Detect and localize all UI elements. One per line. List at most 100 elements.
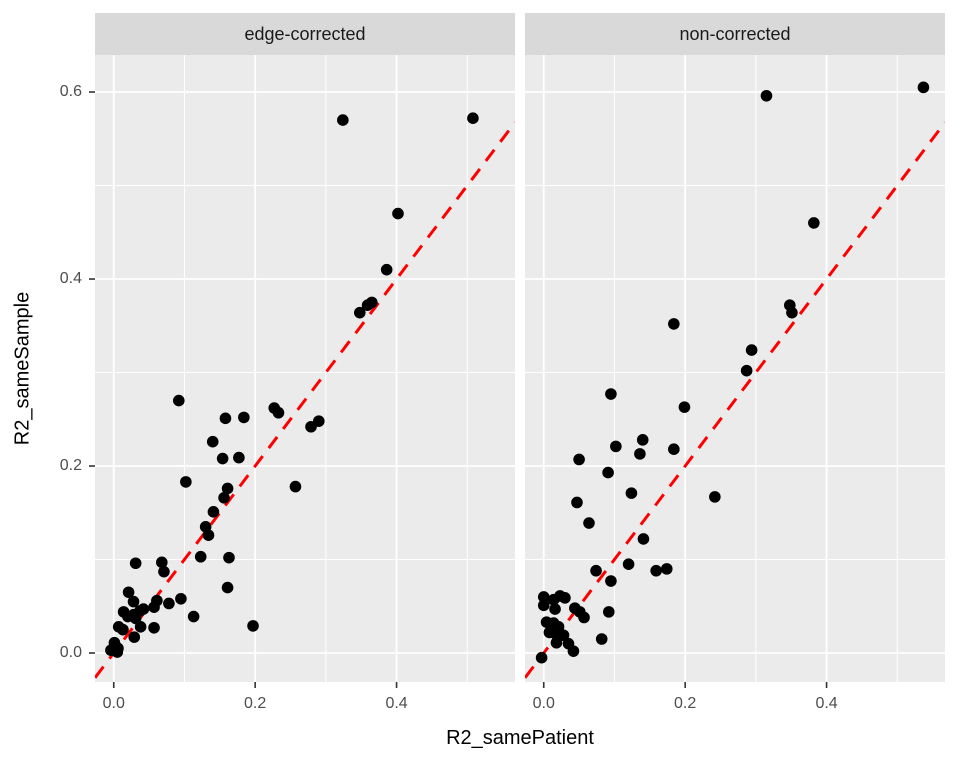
data-point xyxy=(610,440,622,453)
data-point xyxy=(605,575,617,587)
data-point xyxy=(380,263,393,276)
data-point xyxy=(163,597,175,610)
data-point xyxy=(202,529,215,542)
x-tick-label: 0.0 xyxy=(102,695,125,712)
data-point xyxy=(786,306,798,319)
data-point xyxy=(312,415,325,427)
x-tick-label: 0.4 xyxy=(815,695,838,712)
x-tick-label: 0.2 xyxy=(244,695,267,712)
data-point xyxy=(180,476,192,488)
major-gridlines xyxy=(95,55,515,682)
y-tick-label: 0.0 xyxy=(59,644,82,661)
data-point xyxy=(127,595,140,608)
data-point xyxy=(625,487,638,499)
x-axis-title: R2_samePatient xyxy=(446,727,594,749)
x-axis-ticks xyxy=(542,682,828,688)
data-point xyxy=(467,112,479,125)
data-point xyxy=(678,401,691,413)
data-point xyxy=(571,496,583,509)
data-point xyxy=(668,318,680,330)
data-point xyxy=(158,565,170,578)
facet-strip-label: non-corrected xyxy=(679,23,791,44)
data-point xyxy=(740,364,753,377)
scatter-panel-edge-corrected xyxy=(95,55,515,688)
data-point xyxy=(550,636,563,649)
data-point xyxy=(622,558,635,570)
data-point xyxy=(134,621,147,633)
data-point xyxy=(218,492,230,504)
panel-background xyxy=(525,55,945,682)
data-point xyxy=(151,594,163,607)
data-point xyxy=(605,388,617,400)
data-point xyxy=(194,550,207,563)
major-gridlines xyxy=(525,55,945,682)
data-point xyxy=(156,556,168,569)
data-point xyxy=(602,466,614,479)
data-point xyxy=(760,89,773,102)
data-point xyxy=(172,394,185,407)
data-point xyxy=(595,633,608,645)
y-axis-title: R2_sameSample xyxy=(11,291,34,446)
data-points xyxy=(105,112,479,658)
data-point xyxy=(148,621,160,634)
data-point xyxy=(573,453,585,466)
y-tick-label: 0.2 xyxy=(59,457,82,475)
panel-background xyxy=(95,55,515,682)
y-tick-label: 0.6 xyxy=(59,83,82,101)
data-point xyxy=(223,551,235,564)
data-point xyxy=(660,563,673,575)
data-point xyxy=(175,592,187,605)
data-point xyxy=(650,564,662,577)
x-axis-ticks xyxy=(112,682,398,688)
scatter-panel-non-corrected xyxy=(525,55,945,688)
data-point xyxy=(562,637,575,650)
y-tick-label: 0.4 xyxy=(59,270,82,288)
data-point xyxy=(636,434,649,446)
data-point xyxy=(549,603,561,615)
data-point xyxy=(187,610,200,623)
data-point xyxy=(547,593,560,606)
data-point xyxy=(289,480,302,493)
data-point xyxy=(668,443,680,455)
data-point xyxy=(216,452,229,465)
data-point xyxy=(129,557,142,570)
facet-strip-non-corrected: non-corrected xyxy=(525,13,945,55)
data-points xyxy=(535,81,930,664)
y-axis-ticks xyxy=(89,91,95,654)
facet-strip-label: edge-corrected xyxy=(244,23,366,44)
data-point xyxy=(337,114,349,126)
facet-strip-edge-corrected: edge-corrected xyxy=(95,13,515,55)
data-point xyxy=(537,591,550,603)
data-point xyxy=(272,406,285,419)
data-point xyxy=(557,629,570,642)
data-point xyxy=(808,217,820,229)
data-point xyxy=(233,451,245,464)
data-point xyxy=(392,207,404,220)
data-point xyxy=(709,491,721,503)
data-point xyxy=(117,623,129,636)
data-point xyxy=(206,435,219,448)
data-point xyxy=(745,344,758,356)
data-point xyxy=(583,517,595,529)
data-point xyxy=(602,606,615,618)
data-point xyxy=(552,621,565,633)
data-point xyxy=(637,533,650,545)
data-point xyxy=(219,412,232,425)
data-point xyxy=(247,620,259,632)
x-tick-label: 0.4 xyxy=(385,695,408,712)
data-point xyxy=(128,631,141,643)
data-point xyxy=(353,306,366,319)
data-point xyxy=(537,599,550,612)
data-point xyxy=(137,603,150,615)
x-tick-label: 0.0 xyxy=(532,695,555,712)
data-point xyxy=(634,448,646,460)
identity-reference-line xyxy=(95,121,515,679)
data-point xyxy=(221,581,234,594)
data-point xyxy=(535,651,548,664)
data-point xyxy=(221,482,234,495)
data-point xyxy=(366,296,378,309)
data-point xyxy=(122,586,135,599)
data-point xyxy=(590,564,602,577)
